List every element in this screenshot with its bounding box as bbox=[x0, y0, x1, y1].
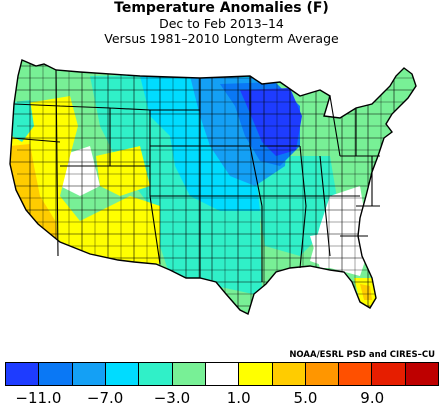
color-scale-segment bbox=[72, 363, 106, 385]
map-title: Temperature Anomalies (F) bbox=[114, 0, 329, 16]
color-scale-segment bbox=[172, 363, 206, 385]
color-scale-bar bbox=[5, 362, 439, 386]
map-period: Dec to Feb 2013–14 bbox=[159, 16, 284, 31]
color-scale-segment bbox=[105, 363, 140, 385]
data-source-credit: NOAA/ESRL PSD and CIRES–CU bbox=[289, 350, 435, 360]
color-scale-tick-label: −7.0 bbox=[86, 389, 124, 407]
color-scale-segment bbox=[6, 363, 40, 385]
color-scale-segment bbox=[239, 363, 273, 385]
color-scale-segment bbox=[39, 363, 73, 385]
color-scale-tick-label: 5.0 bbox=[293, 389, 318, 407]
color-scale-segment bbox=[372, 363, 406, 385]
color-scale-segment bbox=[205, 363, 240, 385]
map-baseline: Versus 1981–2010 Longterm Average bbox=[104, 31, 339, 46]
color-scale-tick-label: −3.0 bbox=[153, 389, 191, 407]
color-scale-segment bbox=[139, 363, 173, 385]
us-climate-division-map bbox=[9, 59, 417, 315]
color-scale-tick-label: 9.0 bbox=[360, 389, 385, 407]
color-scale-tick-label: −11.0 bbox=[15, 389, 62, 407]
color-scale-segment bbox=[272, 363, 306, 385]
color-scale-tick-label: 1.0 bbox=[226, 389, 251, 407]
color-scale-segment bbox=[305, 363, 340, 385]
color-scale-segment bbox=[339, 363, 373, 385]
state-boundaries bbox=[11, 69, 380, 282]
color-scale-segment bbox=[405, 363, 439, 385]
